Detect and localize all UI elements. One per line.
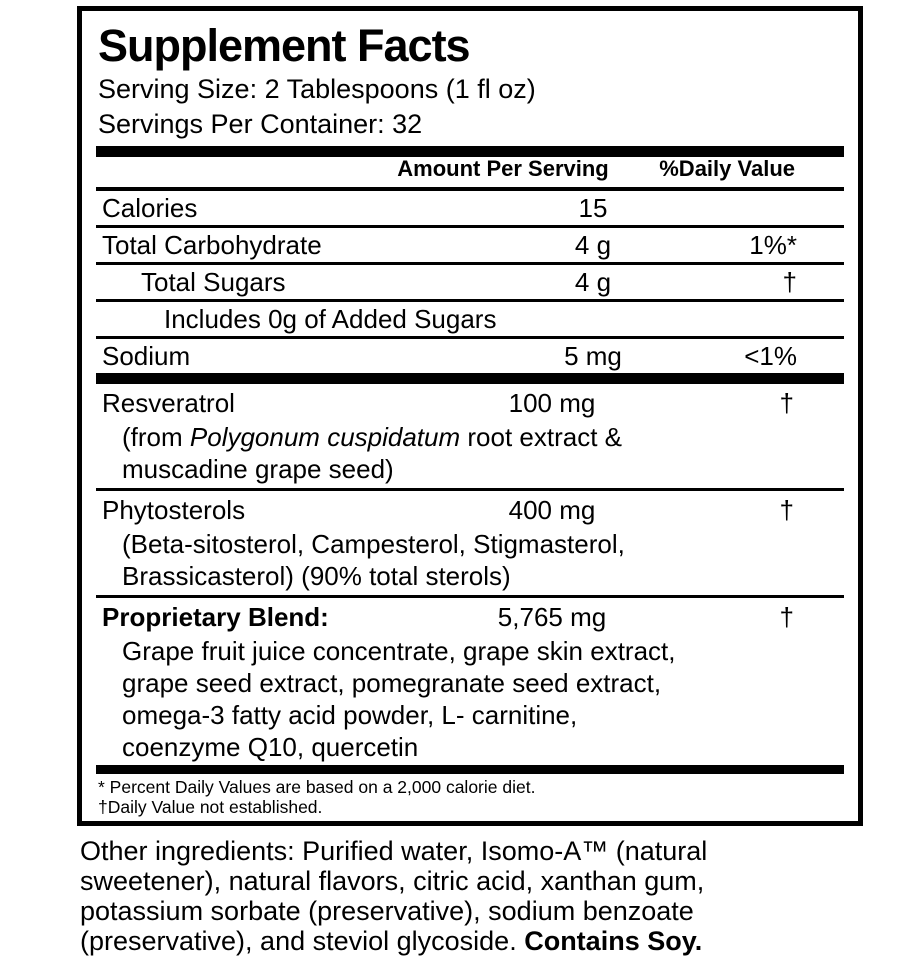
- nutrient-row-sodium: Sodium 5 mg <1%: [96, 339, 844, 373]
- other-ingredients-line: sweetener), natural flavors, citric acid…: [80, 866, 705, 896]
- ingredient-daily-value: †: [779, 495, 794, 525]
- servings-per-container: Servings Per Container: 32: [98, 109, 423, 139]
- ingredient-description-line: coenzyme Q10, quercetin: [122, 732, 419, 762]
- ingredient-amount: 400 mg: [508, 495, 596, 525]
- serving-size: Serving Size: 2 Tablespoons (1 fl oz): [98, 74, 536, 104]
- nutrient-name: Total Carbohydrate: [102, 229, 322, 260]
- nutrient-name: Includes 0g of Added Sugars: [164, 303, 497, 334]
- footnotes: * Percent Daily Values are based on a 2,…: [98, 777, 844, 817]
- ingredient-row: Proprietary Blend: 5,765 mg †: [96, 600, 844, 635]
- ingredient-description-line: (Beta-sitosterol, Campesterol, Stigmaste…: [122, 529, 625, 559]
- nutrient-amount: 5 mg: [564, 340, 622, 371]
- nutrient-daily-value: 1%*: [749, 229, 797, 260]
- panel-title: Supplement Facts: [98, 20, 471, 71]
- nutrient-row-added-sugars: Includes 0g of Added Sugars: [96, 302, 844, 339]
- column-header-row: Amount Per Serving %Daily Value: [96, 156, 844, 191]
- nutrient-name: Calories: [102, 192, 198, 223]
- nutrient-daily-value: <1%: [744, 340, 797, 371]
- footnote-daily-value-not-established: †Daily Value not established.: [98, 797, 323, 817]
- ingredient-description-line: Grape fruit juice concentrate, grape ski…: [122, 636, 676, 666]
- other-ingredients-line: potassium sorbate (preservative), sodium…: [80, 896, 694, 926]
- ingredient-section-proprietary-blend: Proprietary Blend: 5,765 mg † Grape frui…: [96, 598, 844, 765]
- column-header-amount: Amount Per Serving: [397, 156, 609, 181]
- divider-footnote: [96, 765, 844, 774]
- nutrient-row-total-sugars: Total Sugars 4 g †: [96, 265, 844, 302]
- nutrient-amount: 15: [578, 192, 608, 223]
- ingredient-description-line: omega-3 fatty acid powder, L- carnitine,: [122, 700, 578, 730]
- ingredient-amount: 100 mg: [508, 388, 596, 418]
- ingredient-daily-value: †: [779, 388, 794, 418]
- supplement-facts-panel: Supplement Facts Serving Size: 2 Tablesp…: [77, 6, 863, 826]
- description-text: (from: [122, 422, 190, 452]
- nutrient-name: Sodium: [102, 340, 191, 371]
- ingredient-name: Resveratrol: [102, 388, 235, 418]
- nutrient-name: Total Sugars: [141, 266, 286, 297]
- other-ingredients: Other ingredients: Purified water, Isomo…: [80, 836, 900, 956]
- ingredient-amount: 5,765 mg: [497, 602, 607, 632]
- other-ingredients-line: (preservative), and steviol glycoside. C…: [80, 926, 900, 956]
- nutrient-daily-value: †: [782, 266, 797, 297]
- ingredient-description-line: (from Polygonum cuspidatum root extract …: [96, 421, 844, 453]
- ingredient-row: Phytosterols 400 mg †: [96, 493, 844, 528]
- divider-thick-top: [96, 146, 844, 157]
- ingredient-daily-value: †: [779, 602, 794, 632]
- ingredient-section-resveratrol: Resveratrol 100 mg † (from Polygonum cus…: [96, 384, 844, 491]
- column-header-daily-value: %Daily Value: [659, 156, 795, 181]
- ingredient-name: Phytosterols: [102, 495, 246, 525]
- nutrient-row-calories: Calories 15: [96, 191, 844, 228]
- nutrient-row-total-carbohydrate: Total Carbohydrate 4 g 1%*: [96, 228, 844, 265]
- ingredient-description-line: grape seed extract, pomegranate seed ext…: [122, 668, 662, 698]
- nutrient-amount: 4 g: [574, 266, 612, 297]
- ingredient-description-line: Brassicasterol) (90% total sterols): [122, 561, 511, 591]
- ingredient-section-phytosterols: Phytosterols 400 mg † (Beta-sitosterol, …: [96, 491, 844, 598]
- other-ingredients-text: (preservative), and steviol glycoside.: [80, 926, 525, 956]
- contains-soy-statement: Contains Soy.: [524, 926, 703, 956]
- ingredient-name: Proprietary Blend:: [102, 602, 329, 632]
- ingredient-row: Resveratrol 100 mg †: [96, 386, 844, 421]
- ingredient-description-line: muscadine grape seed): [122, 454, 394, 484]
- description-latin-name: Polygonum cuspidatum: [189, 422, 461, 452]
- description-text: root extract &: [460, 422, 622, 452]
- divider-thick-middle: [96, 373, 844, 384]
- other-ingredients-line: Other ingredients: Purified water, Isomo…: [80, 836, 708, 866]
- footnote-percent-daily-value: * Percent Daily Values are based on a 2,…: [98, 777, 536, 797]
- nutrient-amount: 4 g: [574, 229, 612, 260]
